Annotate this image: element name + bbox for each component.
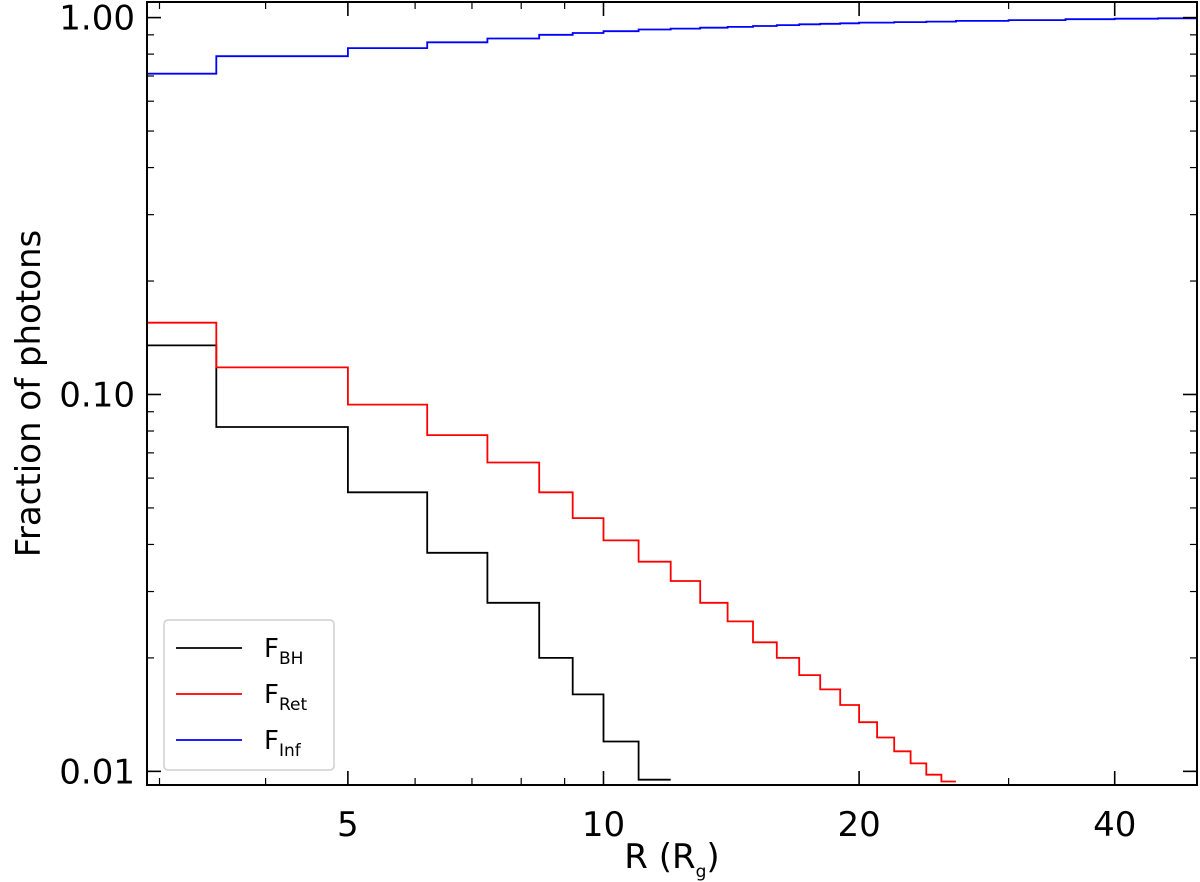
x-axis-label: R (Rg) bbox=[624, 837, 719, 882]
legend-label-main: F bbox=[264, 680, 279, 710]
x-tick-label: 5 bbox=[337, 805, 359, 845]
legend-box bbox=[163, 619, 335, 771]
plot-frame bbox=[146, 1, 1198, 786]
legend-label-sub: Inf bbox=[279, 741, 302, 761]
legend-label-bh: FBH bbox=[264, 634, 303, 669]
y-tick-label: 0.10 bbox=[59, 375, 135, 415]
legend-label-main: F bbox=[264, 726, 279, 756]
legend-label-inf: FInf bbox=[264, 726, 302, 761]
legend-label-ret: FRet bbox=[264, 680, 307, 715]
x-tick-label: 40 bbox=[1093, 805, 1136, 845]
series-line-inf bbox=[147, 17, 1197, 75]
y-tick-label: 1.00 bbox=[59, 0, 135, 39]
tick-labels: 5 10 20 40 0.01 0.10 1.00 bbox=[59, 0, 1136, 845]
legend-label-sub: Ret bbox=[279, 695, 308, 715]
ticks-layer bbox=[147, 2, 1198, 785]
legend-label-sub: BH bbox=[279, 649, 303, 669]
y-axis-label: Fraction of photons bbox=[9, 230, 49, 557]
y-tick-label: 0.01 bbox=[59, 752, 135, 792]
legend-label-main: F bbox=[264, 634, 279, 664]
series-line-ret bbox=[147, 321, 956, 783]
series-layer bbox=[147, 17, 1197, 783]
x-axis-label-main: R (R bbox=[624, 837, 695, 877]
x-tick-label: 10 bbox=[582, 805, 625, 845]
x-axis-label-sub: g bbox=[696, 862, 707, 882]
x-tick-label: 20 bbox=[837, 805, 880, 845]
x-axis-label-close: ) bbox=[706, 837, 719, 877]
series-line-bh bbox=[147, 344, 671, 781]
